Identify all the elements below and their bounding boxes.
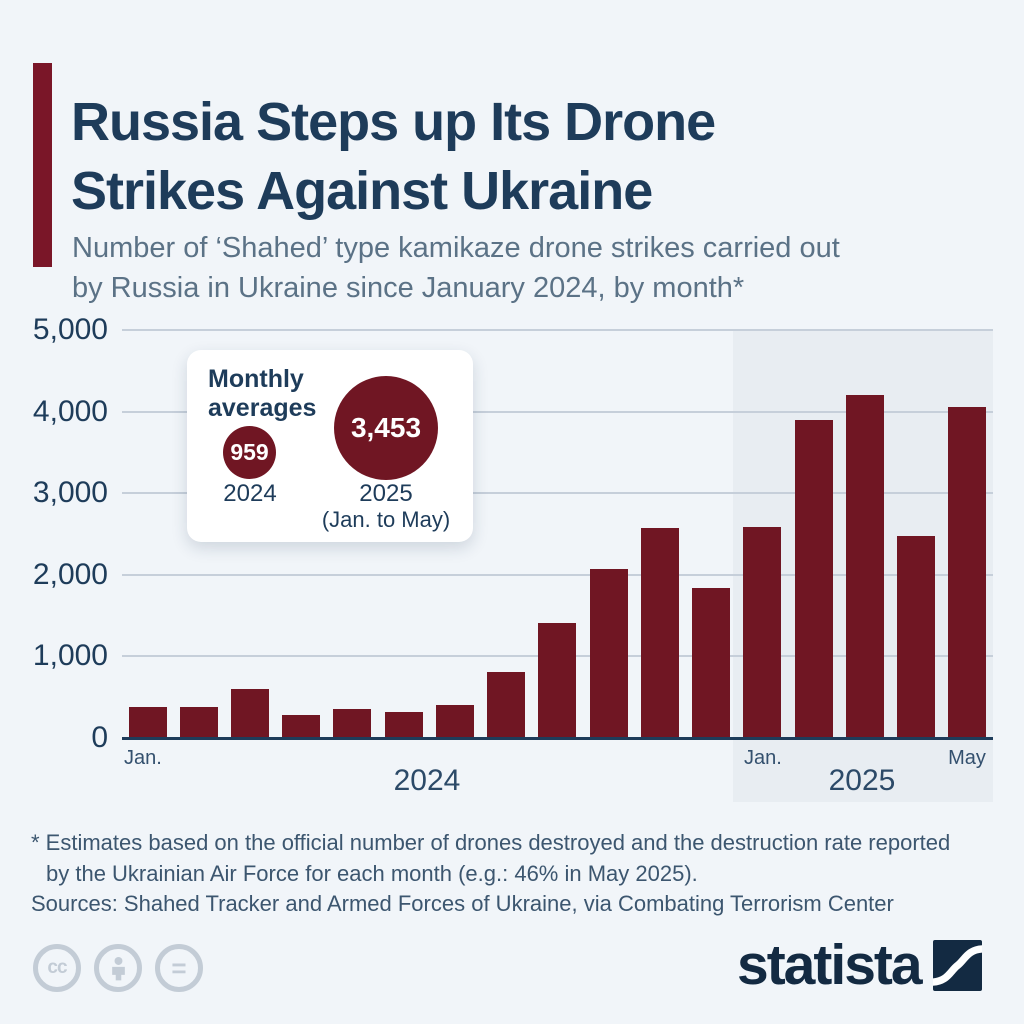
bar-dec-2024 [692,587,731,738]
average-bubble-2025: 3,453 [334,376,438,480]
cc-icon[interactable]: cc [33,944,81,992]
x-group-label-2024: 2024 [393,764,461,797]
bar-jan-2025 [743,526,782,738]
y-axis-label-5000: 5,000 [32,313,108,346]
bar-jul-2024 [435,704,474,738]
bar-feb-2024 [179,706,218,738]
statista-logo[interactable]: statista [737,932,982,998]
bar-aug-2024 [487,671,526,738]
no-derivatives-equals-icon[interactable]: = [155,944,203,992]
x-tick-jan-2025: Jan. [744,747,782,769]
bar-feb-2025 [794,419,833,738]
plot-area [122,329,993,740]
chart-subtitle: Number of ‘Shahed’ type kamikaze drone s… [72,228,840,308]
page-title-line1: Russia Steps up Its Drone [71,92,716,153]
x-axis-line [122,737,993,740]
y-axis-label-3000: 3,000 [32,476,108,510]
page-title: Russia Steps up Its Drone Strikes Against… [71,88,716,225]
chart-subtitle-line2: by Russia in Ukraine since January 2024,… [72,272,745,305]
footnote: * Estimates based on the official number… [31,827,950,889]
monthly-averages-title: Monthly averages [208,365,317,422]
attribution-person-icon[interactable] [94,944,142,992]
bar-apr-2025 [897,535,936,738]
y-axis-labels: 0 1,000 2,000 3,000 4,000 5,000 [0,313,108,754]
bar-may-2025 [948,406,987,738]
gridline-2000 [122,573,993,576]
footnote-line1: * Estimates based on the official number… [31,830,951,855]
gridline-4000 [122,410,993,413]
statista-wordmark: statista [737,933,923,997]
sources-line: Sources: Shahed Tracker and Armed Forces… [31,891,894,916]
average-label-2025: 2025 [359,480,413,507]
bar-jan-2024 [128,707,167,738]
x-tick-jan-2024: Jan. [124,747,162,769]
title-accent-bar [33,63,52,267]
bar-mar-2024 [230,689,269,738]
average-value-2025: 3,453 [350,412,422,443]
footnote-line2: by the Ukrainian Air Force for each mont… [46,861,698,887]
bar-may-2024 [333,708,372,738]
chart-subtitle-line1: Number of ‘Shahed’ type kamikaze drone s… [72,232,840,264]
average-value-2024: 959 [230,439,269,465]
statista-s-curve-icon [932,939,982,991]
bar-apr-2024 [282,714,321,738]
gridline-3000 [122,492,993,495]
x-tick-may-2025: May [948,747,986,769]
page-title-line2: Strikes Against Ukraine [71,160,653,221]
y-axis-label-4000: 4,000 [32,394,108,428]
gridline-5000 [122,329,993,331]
x-group-label-2025: 2025 [828,764,896,797]
license-icons: cc = [33,944,203,992]
bar-jun-2024 [384,711,423,738]
average-bubble-2024: 959 [223,426,276,479]
y-axis-label-0: 0 [91,721,108,754]
average-label-2024: 2024 [223,480,277,507]
bar-sep-2024 [538,622,577,738]
bar-oct-2024 [589,569,628,738]
bar-nov-2024 [640,527,679,738]
bar-mar-2025 [845,395,884,738]
y-axis-label-1000: 1,000 [32,639,108,673]
monthly-averages-card: Monthly averages 959 3,453 2024 2025 (Ja… [187,350,473,542]
average-sublabel-2025: (Jan. to May) [321,507,451,532]
y-axis-label-2000: 2,000 [32,557,108,591]
person-glyph [111,956,125,980]
